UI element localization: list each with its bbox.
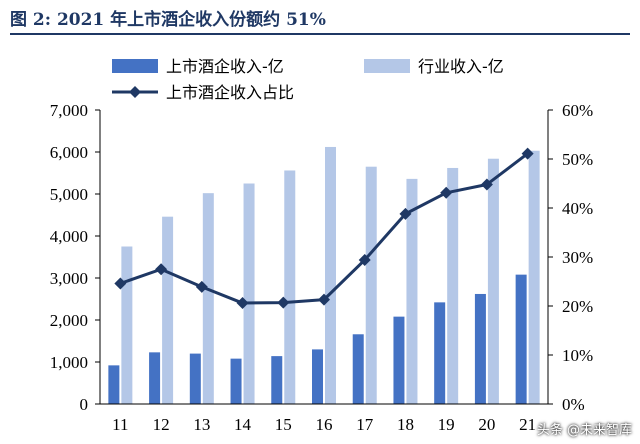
left-axis-tick-label: 7,000 [50, 101, 88, 120]
right-axis-tick-label: 60% [562, 101, 593, 120]
legend-swatch-listed [112, 59, 158, 73]
bar-listed-revenue [230, 358, 242, 404]
right-axis-tick-label: 50% [562, 150, 593, 169]
bar-industry-revenue [284, 170, 296, 404]
title-underline [10, 33, 630, 35]
share-point [236, 297, 249, 310]
bar-listed-revenue [352, 334, 364, 404]
legend-swatch-share-marker [129, 86, 141, 98]
left-axis-tick-label: 1,000 [50, 353, 88, 372]
bar-listed-revenue [393, 316, 405, 404]
figure-title-row: 图 2: 2021 年上市酒企收入份额约 51% [10, 5, 630, 33]
x-axis-tick-label: 20 [478, 415, 495, 434]
share-point [277, 296, 290, 309]
left-axis-tick-label: 2,000 [50, 311, 88, 330]
right-axis-tick-label: 10% [562, 346, 593, 365]
share-point [358, 253, 371, 266]
bar-listed-revenue [271, 356, 283, 404]
right-y-axis: 0% 10% 20% 30% 40% 50% 60% [547, 101, 593, 414]
watermark: 头条 @未来智库 [536, 423, 632, 438]
bar-industry-revenue [365, 166, 377, 404]
bar-industry-revenue [202, 193, 214, 404]
x-axis-tick-label: 19 [438, 415, 455, 434]
bar-industry-revenue [162, 216, 174, 404]
bar-listed-revenue [149, 352, 161, 404]
x-axis-tick-label: 12 [153, 415, 170, 434]
right-axis-tick-label: 30% [562, 248, 593, 267]
bar-industry-revenue [447, 167, 459, 404]
share-point [195, 280, 208, 293]
bar-industry-revenue [325, 146, 336, 404]
x-axis-tick-label: 14 [234, 415, 252, 434]
bar-listed-revenue [515, 274, 527, 404]
share-point [155, 263, 168, 276]
x-axis-tick-label: 13 [193, 415, 210, 434]
x-axis-tick-label: 11 [112, 415, 128, 434]
x-axis-tick-label: 18 [397, 415, 414, 434]
legend-label-share: 上市酒企收入占比 [166, 83, 294, 102]
left-y-axis: 0 1,000 2,000 3,000 4,000 5,000 6,000 7,000 [50, 101, 101, 414]
left-axis-tick-label: 5,000 [50, 185, 88, 204]
share-point [114, 277, 127, 290]
left-axis-tick-label: 3,000 [50, 269, 88, 288]
x-axis-tick-label: 15 [275, 415, 292, 434]
share-line [119, 152, 529, 305]
x-axis-tick-label: 16 [316, 415, 333, 434]
bar-industry-revenue [528, 150, 540, 404]
share-point [480, 178, 493, 191]
share-point [440, 186, 453, 199]
bar-listed-revenue [312, 349, 323, 404]
bar-industry-revenue [243, 183, 255, 404]
bar-listed-revenue [474, 293, 486, 404]
x-axis-tick-label: 17 [356, 415, 374, 434]
bar-industry-revenue [487, 158, 499, 404]
bar-listed-revenue [434, 302, 446, 404]
legend-label-industry: 行业收入-亿 [418, 57, 504, 76]
right-axis-tick-label: 0% [562, 395, 585, 414]
bar-listed-revenue [108, 365, 120, 404]
x-axis-tick-label: 21 [519, 415, 536, 434]
legend-label-listed: 上市酒企收入-亿 [166, 57, 284, 76]
right-axis-tick-label: 40% [562, 199, 593, 218]
left-axis-tick-label: 0 [80, 395, 89, 414]
x-axis: 11 12 13 14 15 16 17 18 19 20 21 [100, 403, 548, 434]
legend-swatch-industry [364, 59, 410, 73]
left-axis-tick-label: 6,000 [50, 143, 88, 162]
right-axis-tick-label: 20% [562, 297, 593, 316]
figure-title: 图 2: 2021 年上市酒企收入份额约 51% [10, 10, 326, 30]
bar-industry-revenue [406, 178, 418, 404]
bar-listed-revenue [189, 353, 201, 404]
share-point [399, 207, 412, 220]
share-point [318, 293, 330, 306]
left-axis-tick-label: 4,000 [50, 227, 88, 246]
bars-group [108, 146, 540, 404]
share-point [521, 147, 534, 160]
bar-industry-revenue [121, 246, 133, 404]
share-line-group [114, 147, 534, 310]
